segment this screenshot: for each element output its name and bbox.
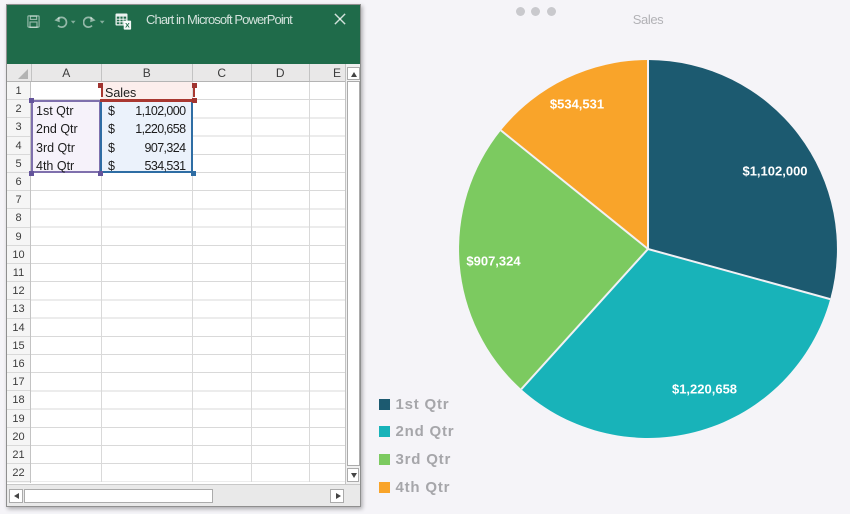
svg-text:X: X <box>125 23 130 30</box>
